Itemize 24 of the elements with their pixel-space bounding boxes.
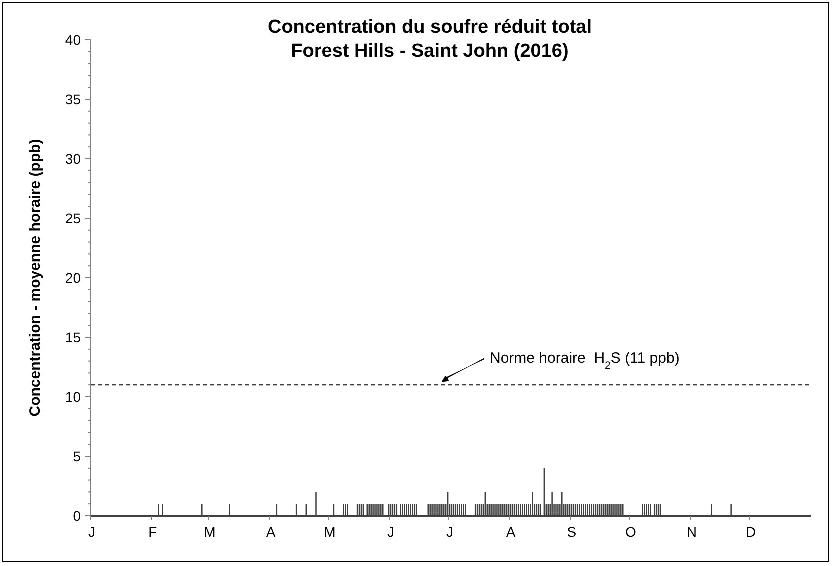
y-tick-label: 30 [65,150,82,167]
x-tick-label: M [204,524,216,540]
x-tick-label: O [626,524,637,540]
x-tick-label: J [446,524,454,540]
y-tick-label: 5 [73,448,82,464]
x-tick-label: A [506,524,516,540]
y-tick-label: 40 [65,32,82,48]
y-tick-label: 20 [65,270,82,286]
x-tick-label: A [266,524,276,540]
legend-label: Norme horaire H$_{2}$S (11 ppb) [490,350,680,372]
y-tick-label: 35 [65,91,82,108]
x-tick-label: J [388,524,394,540]
x-tick-label: F [148,524,158,540]
x-tick-label: S [567,524,577,540]
y-tick-label: 10 [65,388,82,405]
x-tick-label: J [88,524,96,540]
y-tick-label: 15 [65,329,82,346]
x-tick-label: M [324,524,336,540]
y-tick-label: 25 [65,210,82,226]
y-tick-label: 0 [73,508,82,524]
x-tick-label: N [686,524,698,540]
x-tick-label: D [746,524,756,540]
chart-title: Concentration du soufre réduit total Forest Hills - Saint John (2016) [268,17,592,62]
y-axis-title: Concentration - moyenne horaire (ppb) [27,139,44,417]
